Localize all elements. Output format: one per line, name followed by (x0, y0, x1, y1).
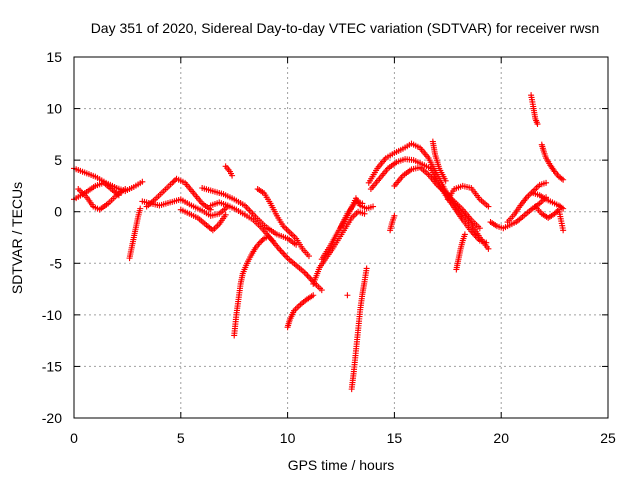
chart-title: Day 351 of 2020, Sidereal Day-to-day VTE… (91, 20, 600, 36)
data-point (268, 236, 275, 243)
data-point (222, 211, 229, 218)
y-tick-label: 5 (54, 152, 62, 168)
series-track-24 (444, 182, 492, 210)
data-point (170, 178, 177, 185)
series-track-17 (344, 292, 351, 299)
data-point (442, 177, 449, 184)
series-track-12 (254, 186, 312, 260)
data-point (259, 236, 266, 243)
data-point (265, 233, 272, 240)
data-point (551, 210, 558, 217)
data-point (137, 205, 144, 212)
data-point (307, 275, 314, 282)
series-track-22 (391, 164, 483, 232)
data-point (283, 253, 290, 260)
data-point (269, 237, 276, 244)
y-tick-labels: -20 -15 -10 -5 0 5 10 15 (42, 49, 62, 426)
data-point (485, 203, 492, 210)
x-tick-label: 10 (280, 430, 296, 446)
series-track-21 (387, 212, 398, 234)
data-point (305, 253, 312, 260)
data-point (304, 272, 311, 279)
series-track-5 (143, 175, 214, 213)
y-tick-label: 0 (54, 204, 62, 220)
series-track-14 (310, 208, 368, 287)
series-track-4 (126, 205, 144, 262)
series-track-20 (367, 156, 490, 246)
y-tick-label: 10 (46, 101, 62, 117)
data-point (391, 212, 398, 219)
data-point (310, 292, 317, 299)
data-point (361, 210, 368, 217)
plot-frame (73, 56, 609, 419)
data-point (560, 205, 567, 212)
series-track-23 (429, 138, 449, 184)
data-point (277, 247, 284, 254)
data-point (256, 239, 263, 246)
x-tick-label: 15 (387, 430, 403, 446)
series-track-25 (453, 231, 468, 273)
y-tick-label: -5 (50, 255, 63, 271)
data-point (344, 292, 351, 299)
data-point (280, 250, 287, 257)
data-point (229, 172, 236, 179)
x-tick-label: 5 (177, 430, 185, 446)
series-track-13 (284, 292, 317, 331)
x-tick-label: 0 (70, 430, 78, 446)
data-point (303, 271, 310, 278)
data-point (534, 121, 541, 128)
data-point (363, 265, 370, 272)
data-point (122, 186, 129, 193)
data-point (305, 274, 312, 281)
y-tick-label: 15 (46, 49, 62, 65)
data-point (278, 248, 285, 255)
data-point (558, 204, 565, 211)
y-axis-label: SDTVAR / TECUs (9, 182, 25, 294)
data-point (543, 179, 550, 186)
data-points (71, 92, 567, 393)
data-point (169, 179, 176, 186)
data-point (483, 239, 490, 246)
series-track-28 (528, 92, 541, 128)
series-track-10 (222, 163, 236, 179)
series-track-18 (348, 265, 370, 393)
x-tick-label: 20 (493, 430, 509, 446)
data-point (266, 234, 273, 241)
data-point (370, 203, 377, 210)
data-point (318, 287, 325, 294)
y-tick-label: -20 (42, 410, 62, 426)
series-track-7 (177, 206, 229, 234)
series-track-31 (530, 190, 567, 212)
data-point (139, 178, 146, 185)
series-track-3 (75, 186, 129, 213)
series-track-8 (199, 184, 300, 248)
series-track-16 (338, 195, 377, 231)
grid (74, 57, 608, 418)
x-tick-label: 25 (600, 430, 616, 446)
x-tick-labels: 0 5 10 15 20 25 (70, 430, 616, 446)
data-point (281, 252, 288, 259)
y-tick-label: -10 (42, 307, 62, 323)
data-point (485, 245, 492, 252)
series-track-11 (231, 233, 276, 339)
data-point (560, 176, 567, 183)
data-point (258, 238, 265, 245)
x-axis-label: GPS time / hours (288, 457, 395, 473)
data-point (558, 175, 565, 182)
data-point (476, 225, 483, 232)
axis-ticks (73, 56, 609, 419)
data-point (560, 227, 567, 234)
series-track-29 (538, 141, 567, 183)
data-point (461, 231, 468, 238)
y-tick-label: -15 (42, 358, 62, 374)
